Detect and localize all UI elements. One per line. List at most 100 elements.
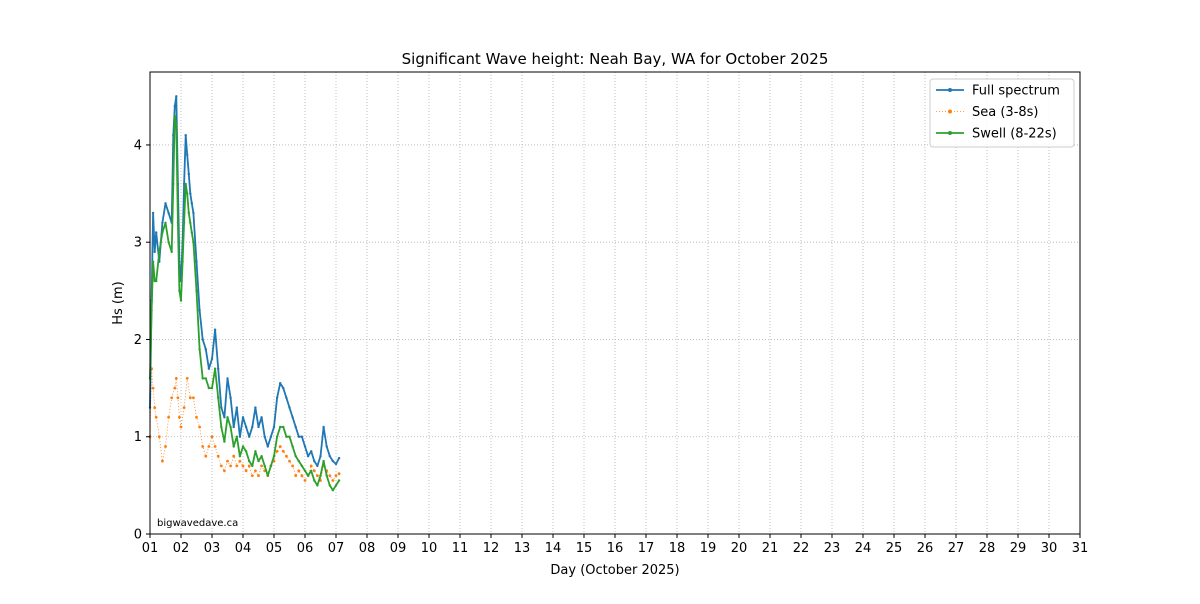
x-tick-label: 10 xyxy=(421,541,438,556)
data-point xyxy=(235,406,238,409)
data-point xyxy=(204,348,207,351)
data-point xyxy=(226,459,229,463)
data-point xyxy=(291,464,294,468)
data-point xyxy=(178,289,181,292)
legend: Full spectrum Sea (3-8s) Swell (8-22s) xyxy=(929,78,1075,148)
data-point xyxy=(164,221,167,224)
data-point xyxy=(201,338,204,341)
data-point xyxy=(181,260,184,263)
data-point xyxy=(155,231,158,234)
legend-marker xyxy=(948,109,952,114)
x-tick-label: 01 xyxy=(142,541,159,556)
data-point xyxy=(223,440,226,443)
x-tick-label: 27 xyxy=(948,541,965,556)
data-point xyxy=(337,456,341,460)
data-point xyxy=(279,425,282,429)
x-tick-label: 26 xyxy=(917,541,934,556)
x-tick-label: 25 xyxy=(886,541,903,556)
data-point xyxy=(235,464,239,468)
y-tick-label: 2 xyxy=(134,333,142,348)
data-point xyxy=(153,250,156,254)
legend-item: Full spectrum xyxy=(936,84,1060,99)
data-point xyxy=(178,415,181,419)
data-point xyxy=(328,484,331,487)
data-point xyxy=(254,406,257,409)
data-point xyxy=(316,474,319,477)
data-point xyxy=(198,309,201,312)
data-point xyxy=(220,406,223,409)
series-layer xyxy=(148,95,341,492)
data-point xyxy=(260,416,263,419)
data-point xyxy=(294,474,298,477)
data-point xyxy=(337,479,341,482)
data-point xyxy=(217,367,220,370)
data-point xyxy=(263,435,266,438)
data-point xyxy=(213,367,217,370)
data-point xyxy=(313,459,316,463)
data-point xyxy=(285,435,288,438)
x-tick-label: 09 xyxy=(390,541,407,556)
data-point xyxy=(275,396,279,399)
data-point xyxy=(322,425,325,429)
data-point xyxy=(188,396,192,400)
data-point xyxy=(319,474,322,477)
data-point xyxy=(316,484,319,487)
data-point xyxy=(229,425,232,429)
x-tick-label: 18 xyxy=(669,541,686,556)
data-point xyxy=(164,445,167,448)
data-point xyxy=(285,454,288,458)
data-point xyxy=(254,450,257,453)
data-point xyxy=(198,348,201,351)
data-point xyxy=(207,367,211,370)
data-point xyxy=(306,474,310,477)
data-point xyxy=(155,279,158,283)
x-tick-label: 03 xyxy=(204,541,221,556)
data-point xyxy=(192,396,195,400)
data-point xyxy=(186,153,189,156)
data-point xyxy=(153,406,157,409)
data-point xyxy=(291,445,294,448)
data-point xyxy=(244,425,248,429)
data-point xyxy=(189,192,192,195)
data-point xyxy=(157,435,161,439)
watermark: bigwavedave.ca xyxy=(157,518,238,529)
data-point xyxy=(328,474,332,477)
x-tick-label: 31 xyxy=(1072,541,1089,556)
data-point xyxy=(175,95,178,98)
data-point xyxy=(260,464,263,468)
data-point xyxy=(176,221,180,224)
data-point xyxy=(190,202,193,205)
x-tick-label: 06 xyxy=(297,541,314,556)
x-tick-label: 19 xyxy=(700,541,717,556)
x-axis-label: Day (October 2025) xyxy=(550,563,679,578)
x-tick-label: 11 xyxy=(452,541,469,556)
data-point xyxy=(291,416,294,419)
data-point xyxy=(195,260,198,263)
series-line xyxy=(149,368,340,481)
data-point xyxy=(201,445,205,448)
data-point xyxy=(316,464,319,468)
data-point xyxy=(161,221,164,224)
legend-marker xyxy=(948,131,952,135)
data-point xyxy=(179,299,183,302)
data-point xyxy=(281,449,285,453)
data-point xyxy=(303,469,307,472)
data-point xyxy=(238,435,242,438)
data-point xyxy=(229,396,232,399)
data-point xyxy=(303,479,307,482)
data-point xyxy=(297,469,301,473)
data-point xyxy=(238,459,242,463)
data-point xyxy=(161,459,164,463)
data-point xyxy=(257,474,260,477)
data-point xyxy=(185,377,189,380)
x-tick-label: 29 xyxy=(1010,541,1027,556)
data-point xyxy=(213,328,217,331)
grid-layer xyxy=(150,72,1080,534)
data-point xyxy=(232,445,235,448)
data-point xyxy=(172,182,175,186)
data-point xyxy=(310,469,313,472)
data-point xyxy=(288,435,291,438)
data-point xyxy=(219,464,223,468)
data-point xyxy=(297,435,300,438)
data-point xyxy=(186,192,189,195)
